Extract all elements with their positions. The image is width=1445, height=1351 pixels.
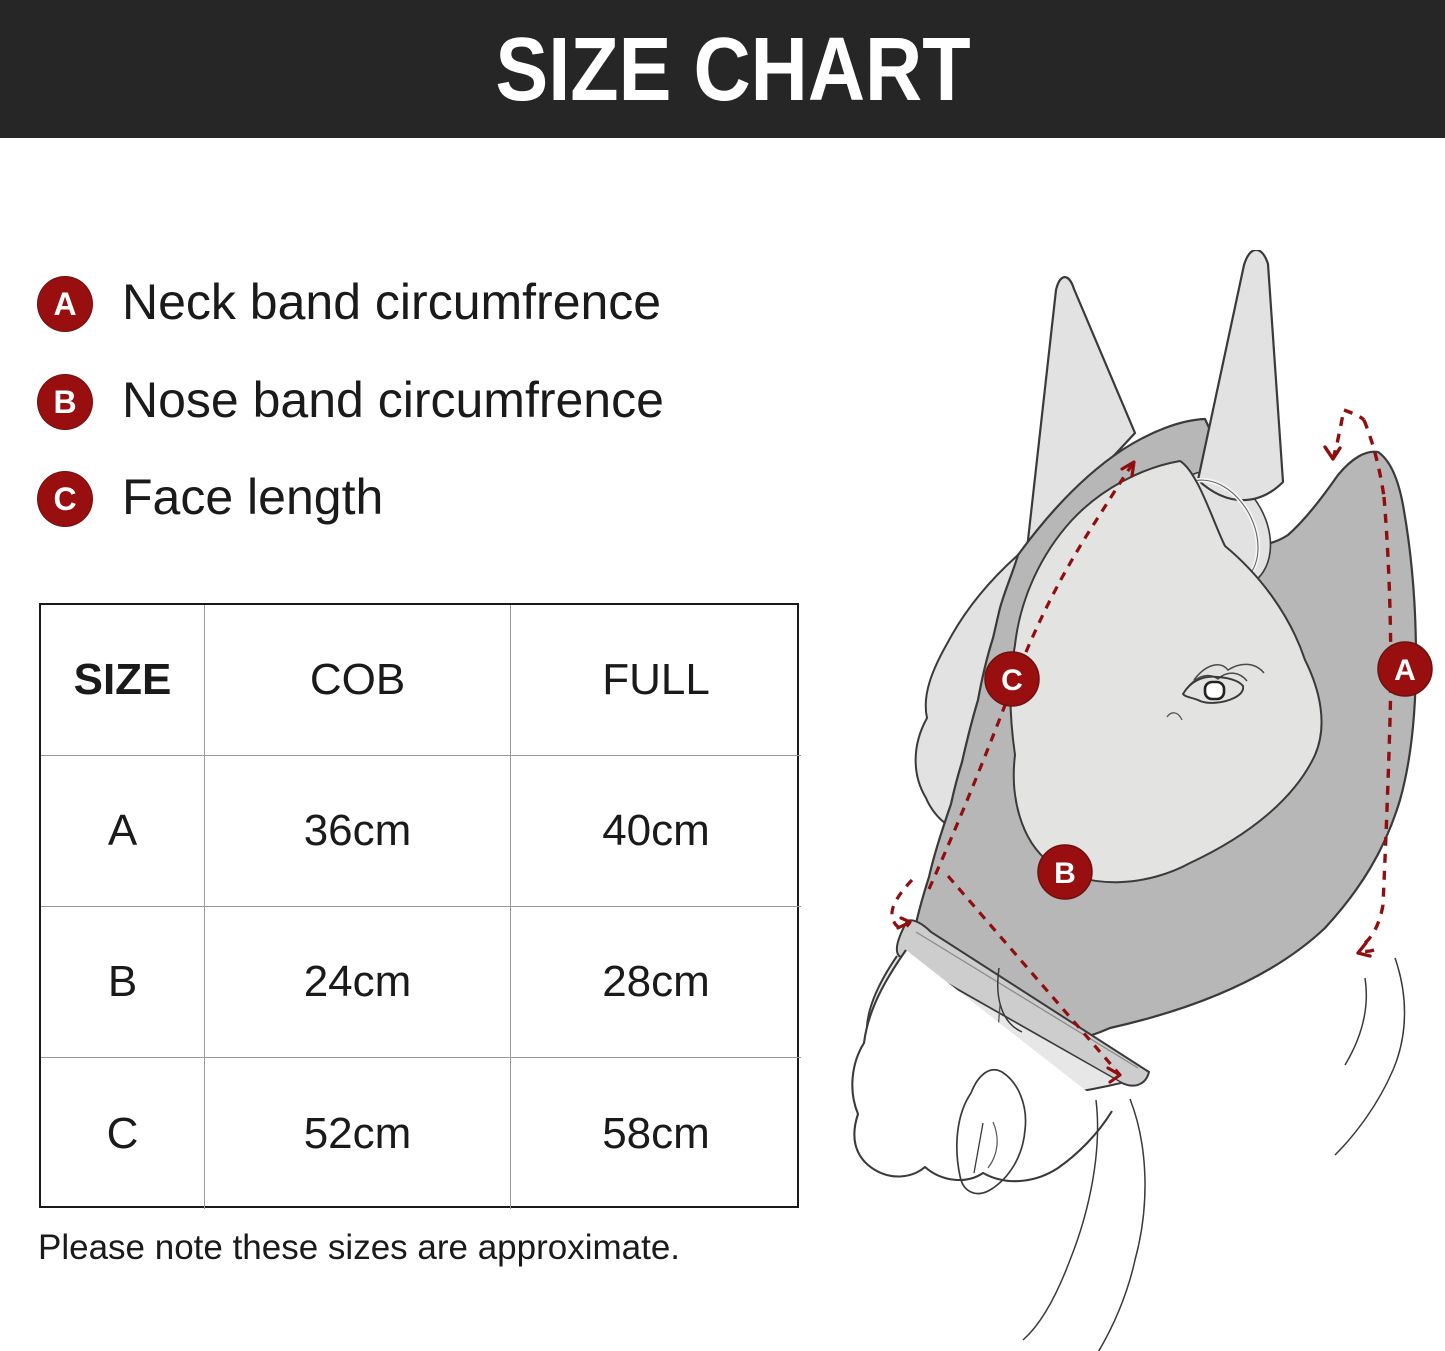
svg-text:A: A xyxy=(1394,654,1416,687)
svg-text:B: B xyxy=(1054,857,1076,890)
svg-text:C: C xyxy=(1001,664,1023,697)
